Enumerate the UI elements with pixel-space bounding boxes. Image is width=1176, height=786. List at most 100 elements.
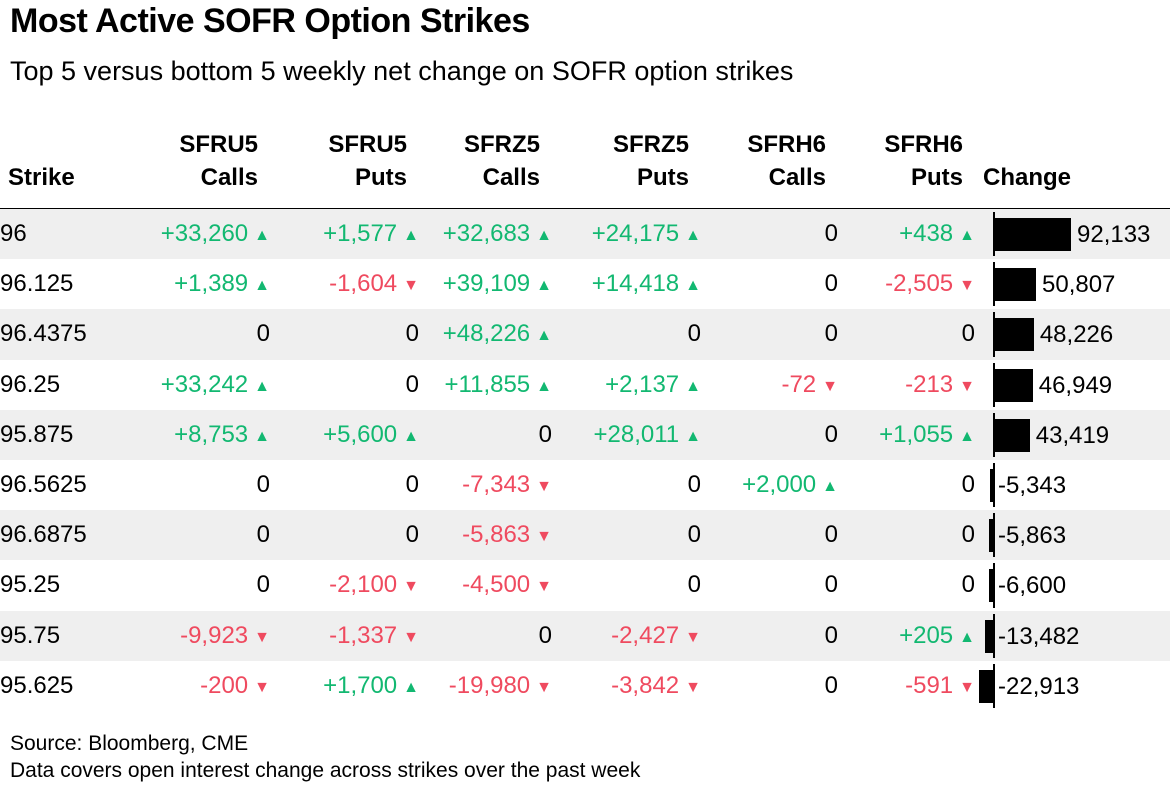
cell-strike: 95.625 [0,671,74,699]
cell-value: +205 [899,621,954,649]
bar-axis [993,613,995,658]
cell-sfru5-puts: +1,577 ▲ [270,208,419,260]
cell-value: 0 [961,471,975,499]
cell-sfrz5-puts: 0 [552,460,701,510]
up-triangle-icon: ▲ [254,427,270,445]
down-triangle-icon: ▼ [959,678,975,696]
cell-sfrh6-calls: 0 [701,409,838,460]
cell-value: +33,260 [160,220,249,248]
cell-value: 0 [824,671,838,699]
change-label: 43,419 [1035,421,1110,449]
cell-value: 0 [961,571,975,599]
down-triangle-icon: ▼ [403,628,419,646]
up-triangle-icon: ▲ [685,227,701,245]
cell-value: +24,175 [591,220,680,248]
cell-value: +1,389 [174,270,249,298]
cell-value: -19,980 [448,671,531,699]
strikes-table: Strike SFRU5 Calls SFRU5 Puts SFRZ5 Calls S… [0,128,1170,711]
cell-value: -1,604 [329,270,398,298]
cell-value: +5,600 [323,420,398,448]
cell-value: -591 [905,671,954,699]
change-bar [984,619,993,653]
down-triangle-icon: ▼ [685,628,701,646]
table-row: 96.25 +33,242 ▲ 0 +11,855 ▲ +2,137 ▲ -72 ▼ -213 ▼ 46… [0,360,1170,410]
up-triangle-icon: ▲ [536,277,552,295]
cell-sfrh6-calls: 0 [701,510,838,561]
cell-value: 0 [961,320,975,348]
cell-strike: 95.25 [0,571,61,599]
cell-sfrh6-calls: 0 [701,259,838,309]
change-label: 92,133 [1077,221,1151,248]
cell-sfru5-calls: 0 [124,460,270,510]
up-triangle-icon: ▲ [254,277,270,295]
cell-value: +48,226 [442,320,531,348]
cell-sfrh6-calls: 0 [701,309,838,360]
table-row: 95.75 -9,923 ▼ -1,337 ▼ 0 -2,427 ▼ 0 +205 ▲ -13,482 [0,610,1170,661]
cell-value: +39,109 [442,270,531,298]
cell-value: -2,505 [885,270,954,298]
up-triangle-icon: ▲ [959,628,975,646]
cell-change: -5,343 [975,460,1170,510]
cell-sfru5-puts: 0 [270,360,419,410]
cell-sfrh6-calls: +2,000 ▲ [701,460,838,510]
cell-sfrz5-puts: -3,842 ▼ [552,661,701,711]
table-body: 96 +33,260 ▲ +1,577 ▲ +32,683 ▲ +24,175 ▲ 0 +438 ▲ 9… [0,208,1170,711]
cell-sfru5-puts: +5,600 ▲ [270,409,419,460]
cell-value: -2,100 [329,571,398,599]
up-triangle-icon: ▲ [254,377,270,395]
up-triangle-icon: ▲ [685,277,701,295]
header-sfrh6-calls: SFRH6 Calls [701,128,838,209]
cell-value: 0 [256,471,270,499]
change-bar [993,368,1033,402]
cell-value: -4,500 [462,571,531,599]
cell-value: 0 [824,270,838,298]
cell-strike: 96 [0,208,124,260]
cell-value: +1,700 [323,671,398,699]
up-triangle-icon: ▲ [254,227,270,245]
change-bar [993,218,1071,251]
cell-change: 50,807 [975,259,1170,309]
cell-sfru5-calls: +8,753 ▲ [124,409,270,460]
chart-subtitle: Top 5 versus bottom 5 weekly net change … [10,56,794,86]
change-label: -5,343 [998,471,1067,499]
cell-value: +28,011 [593,420,680,448]
cell-sfru5-calls: +33,242 ▲ [124,360,270,410]
cell-sfrh6-calls: 0 [701,610,838,661]
change-bar [988,569,993,603]
cell-sfrh6-puts: -591 ▼ [838,661,975,711]
change-bar [993,418,1030,452]
bar-axis [993,663,995,708]
cell-sfru5-puts: +1,700 ▲ [270,661,419,711]
down-triangle-icon: ▼ [685,678,701,696]
cell-sfrz5-calls: 0 [419,610,552,661]
cell-value: 0 [824,621,838,649]
cell-sfrz5-calls: -19,980 ▼ [419,661,552,711]
cell-strike: 95.75 [0,610,124,661]
cell-value: +14,418 [591,270,680,298]
table-row: 95.625 -200 ▼ +1,700 ▲ -19,980 ▼ -3,842 ▼ 0 -591 ▼ -… [0,661,1170,711]
cell-value: +2,000 [742,471,817,499]
up-triangle-icon: ▲ [959,227,975,245]
cell-sfru5-calls: 0 [124,309,270,360]
bar-axis [993,513,995,558]
down-triangle-icon: ▼ [959,277,975,295]
cell-value: +2,137 [605,370,680,398]
cell-value: 0 [256,320,270,348]
cell-sfrh6-calls: 0 [701,661,838,711]
cell-value: -72 [781,370,817,398]
cell-value: 0 [256,521,270,549]
chart-title: Most Active SOFR Option Strikes [10,2,530,40]
header-sfrz5-puts: SFRZ5 Puts [552,128,701,209]
cell-value: 0 [538,420,552,448]
cell-sfrz5-calls: -7,343 ▼ [419,460,552,510]
cell-sfrz5-calls: +39,109 ▲ [419,259,552,309]
table-row: 96.5625 0 0 -7,343 ▼ 0 +2,000 ▲ 0 -5,343 [0,460,1170,510]
cell-sfrz5-puts: 0 [552,510,701,561]
cell-value: +438 [899,220,954,248]
cell-value: +1,577 [323,220,398,248]
change-label: -13,482 [998,622,1080,650]
cell-sfrz5-calls: +32,683 ▲ [419,208,552,260]
bar-axis [993,462,995,508]
cell-strike: 95.875 [0,409,124,460]
cell-value: -3,842 [611,671,680,699]
